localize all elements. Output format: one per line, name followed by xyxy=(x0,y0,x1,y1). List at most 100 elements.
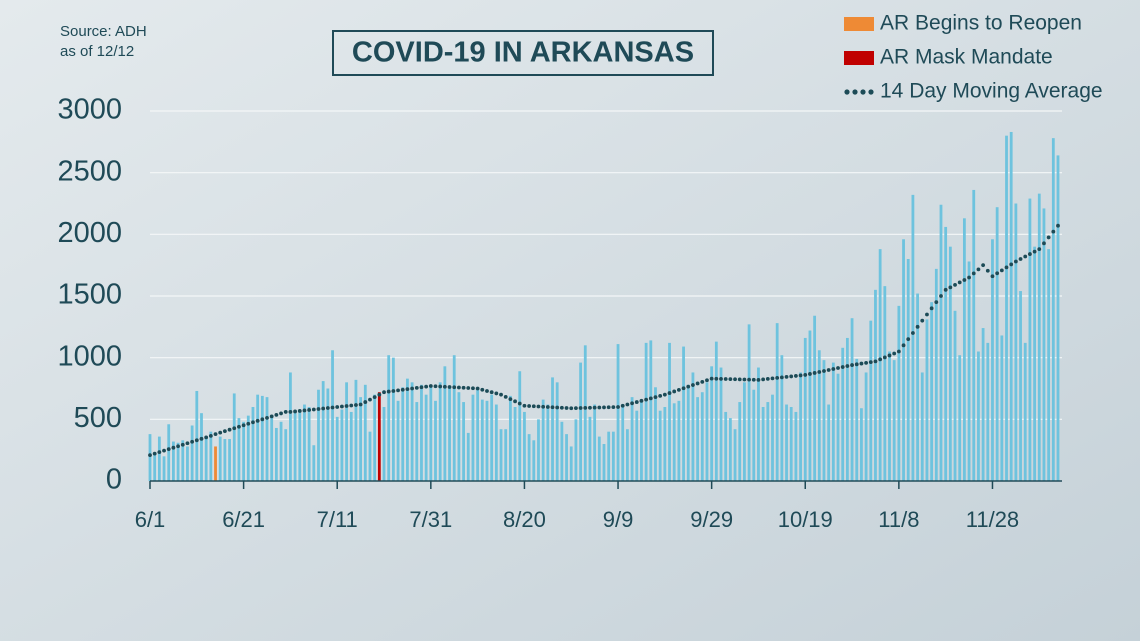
moving-average-dot xyxy=(672,389,677,394)
bar xyxy=(668,342,671,481)
moving-average-dot xyxy=(948,285,953,290)
moving-average-dot xyxy=(555,405,560,410)
bar xyxy=(1000,335,1004,481)
moving-average-dot xyxy=(274,412,279,417)
bar xyxy=(527,434,531,481)
moving-average-dot xyxy=(934,300,939,305)
bar xyxy=(256,394,260,481)
moving-average-dot xyxy=(475,386,480,391)
bar xyxy=(523,411,526,481)
bar xyxy=(448,387,451,481)
moving-average-dot xyxy=(644,397,649,402)
bar xyxy=(476,389,480,481)
bar xyxy=(977,351,980,481)
moving-average-dot xyxy=(1042,241,1046,246)
moving-average-dot xyxy=(302,408,307,413)
bar xyxy=(640,402,643,481)
bar xyxy=(228,439,231,481)
moving-average-dot xyxy=(1056,223,1060,228)
bar xyxy=(621,407,625,481)
moving-average-dot xyxy=(545,405,550,409)
bar xyxy=(771,394,774,481)
bar xyxy=(349,411,353,481)
bar xyxy=(747,324,751,481)
moving-average-dot xyxy=(751,377,756,382)
moving-average-dot xyxy=(485,389,489,393)
bar xyxy=(438,382,442,481)
moving-average-dot xyxy=(761,377,766,382)
moving-average-dot xyxy=(620,403,625,408)
moving-average-dot xyxy=(723,377,728,381)
moving-average-dot xyxy=(241,423,246,428)
bar xyxy=(246,415,250,481)
bar xyxy=(1037,193,1041,481)
moving-average-dot xyxy=(1051,229,1056,234)
bar xyxy=(672,403,676,481)
moving-average-dot xyxy=(901,343,906,348)
bar xyxy=(827,404,831,481)
moving-average-dot xyxy=(719,376,723,381)
moving-average-dot xyxy=(405,387,410,392)
moving-average-dot xyxy=(222,429,227,434)
bar xyxy=(270,416,274,481)
bar xyxy=(279,421,283,481)
x-tick-label: 11/8 xyxy=(878,507,919,532)
moving-average-dot xyxy=(1032,249,1037,254)
bar xyxy=(831,362,835,481)
bar xyxy=(265,397,269,481)
bar xyxy=(186,446,189,481)
moving-average-dot xyxy=(527,404,532,408)
bar xyxy=(902,239,905,481)
moving-average-dot xyxy=(208,433,213,438)
moving-average-dot xyxy=(391,389,396,393)
bar xyxy=(251,407,255,481)
bar xyxy=(345,382,348,481)
moving-average-dot xyxy=(714,376,719,381)
bar xyxy=(888,351,891,481)
moving-average-dot xyxy=(906,337,911,342)
moving-average-dot xyxy=(288,410,293,414)
moving-average-dot xyxy=(559,405,564,410)
moving-average-dot xyxy=(269,414,274,419)
moving-average-dot xyxy=(864,360,869,365)
moving-average-dot xyxy=(611,405,616,410)
moving-average-dot xyxy=(1046,235,1051,240)
moving-average-dot xyxy=(349,403,354,408)
moving-average-dot xyxy=(662,392,667,397)
legend-label: AR Mask Mandate xyxy=(880,46,1053,69)
bar xyxy=(167,424,171,481)
legend-swatch xyxy=(844,51,874,65)
moving-average-dot xyxy=(480,387,485,392)
moving-average-dot xyxy=(522,403,527,408)
moving-average-dot xyxy=(372,395,377,400)
moving-average-dot xyxy=(995,271,1000,276)
bar xyxy=(757,367,760,481)
moving-average-dot xyxy=(859,361,864,366)
bar xyxy=(958,355,962,481)
bar xyxy=(214,446,217,481)
bar xyxy=(574,419,578,481)
bar xyxy=(1023,342,1027,481)
bar xyxy=(457,392,461,481)
y-tick-label: 500 xyxy=(74,402,122,434)
moving-average-dot xyxy=(368,397,372,402)
moving-average-dot xyxy=(588,405,592,410)
bar xyxy=(157,436,161,481)
moving-average-dot xyxy=(742,377,747,382)
bar xyxy=(537,419,540,481)
bar xyxy=(354,379,358,481)
moving-average-dot xyxy=(971,271,976,276)
moving-average-dot xyxy=(227,427,232,432)
moving-average-dot xyxy=(583,405,588,410)
bar xyxy=(953,310,957,481)
moving-average-dot xyxy=(756,377,761,382)
moving-average-dot xyxy=(396,388,400,393)
bar xyxy=(284,429,288,481)
bar xyxy=(583,345,587,481)
moving-average-dot xyxy=(311,407,316,412)
moving-average-dot xyxy=(251,420,255,425)
moving-average-dot xyxy=(424,384,429,389)
bar xyxy=(518,371,522,481)
bar xyxy=(874,289,877,481)
moving-average-dot xyxy=(695,381,700,386)
